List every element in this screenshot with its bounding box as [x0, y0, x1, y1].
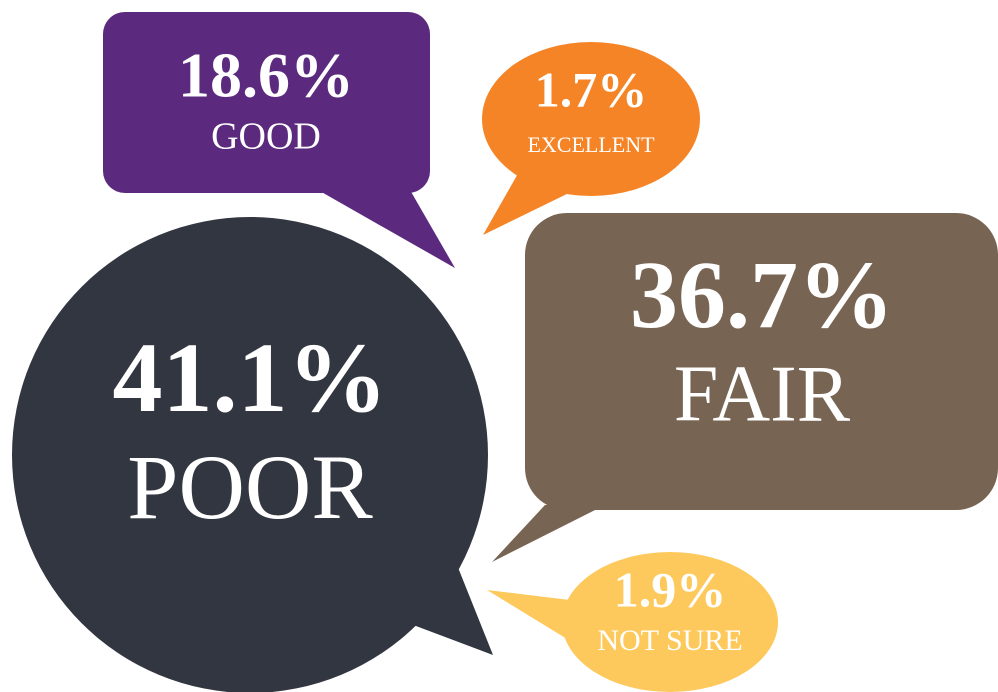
value-label: 18.6%	[178, 40, 354, 111]
bubble	[482, 42, 700, 196]
value-label: 1.9%	[614, 561, 727, 617]
value-label: 41.1%	[113, 322, 388, 433]
bubble-tail	[400, 560, 493, 655]
value-label: 1.7%	[535, 61, 648, 117]
bubble	[103, 12, 430, 193]
category-label: EXCELLENT	[527, 132, 655, 157]
bubble	[562, 552, 778, 692]
bubble	[525, 213, 998, 510]
category-label: NOT SURE	[597, 624, 742, 657]
bubble	[12, 217, 488, 692]
category-label: GOOD	[211, 116, 321, 158]
bubble-tail	[492, 505, 605, 562]
category-label: POOR	[127, 436, 373, 538]
bubble-tail	[487, 590, 585, 650]
value-label: 36.7%	[630, 241, 894, 348]
category-label: FAIR	[674, 350, 851, 438]
bubble-tail	[318, 190, 455, 268]
